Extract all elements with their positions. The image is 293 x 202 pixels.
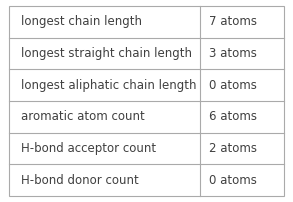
- Text: 3 atoms: 3 atoms: [209, 47, 257, 60]
- Text: 0 atoms: 0 atoms: [209, 174, 257, 187]
- Text: 6 atoms: 6 atoms: [209, 110, 257, 123]
- Text: 0 atoms: 0 atoms: [209, 79, 257, 92]
- Text: H-bond acceptor count: H-bond acceptor count: [21, 142, 156, 155]
- Text: longest straight chain length: longest straight chain length: [21, 47, 192, 60]
- Text: H-bond donor count: H-bond donor count: [21, 174, 138, 187]
- Text: aromatic atom count: aromatic atom count: [21, 110, 144, 123]
- Text: longest aliphatic chain length: longest aliphatic chain length: [21, 79, 196, 92]
- Text: 7 atoms: 7 atoms: [209, 15, 257, 28]
- Text: longest chain length: longest chain length: [21, 15, 142, 28]
- Text: 2 atoms: 2 atoms: [209, 142, 257, 155]
